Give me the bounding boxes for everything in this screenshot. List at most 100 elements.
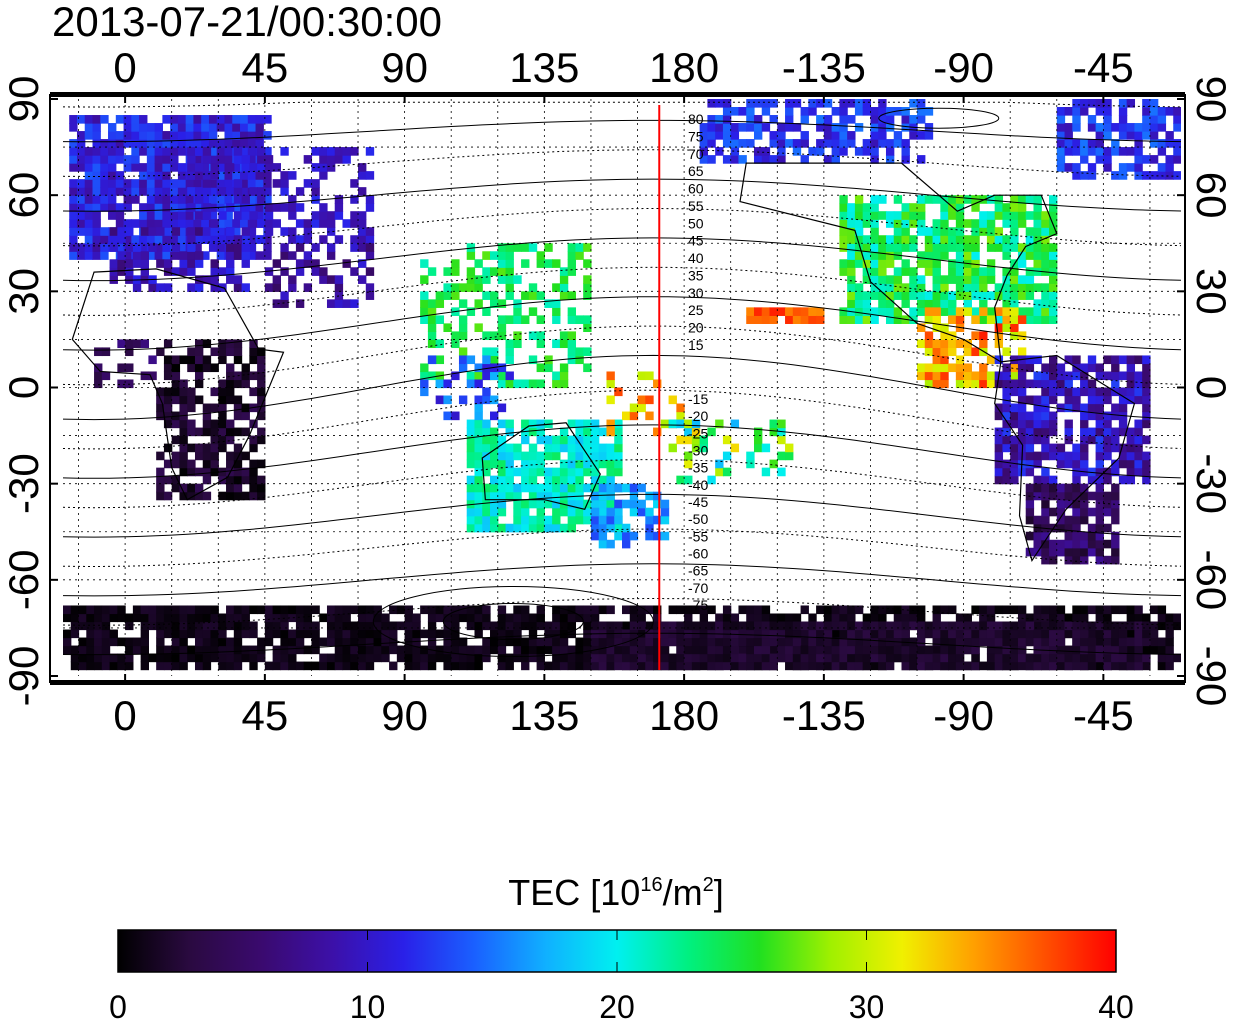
colorbar-ticks: 0 10 20 30 40 — [109, 930, 1134, 1021]
y-tick-label-left: -60 — [0, 549, 47, 610]
magnetic-contour — [63, 178, 1181, 212]
contour-label: -45 — [688, 494, 708, 510]
contour-label: 80 — [688, 111, 704, 127]
y-tick-label-right: -60 — [1188, 549, 1235, 610]
x-tick-label-top: -90 — [933, 44, 994, 91]
frame-bottom-bar — [50, 680, 1185, 685]
y-tick-label-left: 60 — [0, 172, 47, 219]
contour-label: 55 — [688, 198, 704, 214]
magnetic-contour-layer — [63, 101, 1181, 658]
magnetic-contour — [63, 354, 1181, 421]
coastline — [71, 268, 285, 501]
contour-label: 30 — [688, 285, 704, 301]
x-tick-label-bottom: 90 — [381, 692, 428, 739]
coastline — [739, 162, 1058, 363]
frame-top-bar — [50, 92, 1185, 97]
x-tick-label-bottom: -135 — [782, 692, 866, 739]
figure-title: 2013-07-21/00:30:00 — [52, 0, 442, 45]
magnetic-contour — [63, 119, 1181, 143]
y-tick-label-right: 30 — [1188, 268, 1235, 315]
x-tick-label-bottom: 45 — [242, 692, 289, 739]
axis-tick-labels: 0045459090135135180180-135-135-90-90-45-… — [0, 44, 1235, 739]
coastline-layer — [71, 162, 1136, 563]
magnetic-contour — [63, 296, 1181, 351]
contour-label: 25 — [688, 302, 704, 318]
colorbar-tick-label: 10 — [350, 989, 386, 1021]
contour-label: -65 — [688, 563, 708, 579]
magnetic-contour — [63, 424, 1181, 479]
contour-label: -60 — [688, 546, 708, 562]
x-tick-label-top: 90 — [381, 44, 428, 91]
magnetic-contour — [63, 266, 1181, 316]
contour-label: 35 — [688, 267, 704, 283]
y-tick-label-right: 60 — [1188, 172, 1235, 219]
magnetic-contour — [63, 459, 1181, 509]
contour-label: -50 — [688, 511, 708, 527]
y-tick-label-left: 90 — [0, 76, 47, 123]
contour-label: -55 — [688, 528, 708, 544]
contour-label: 65 — [688, 163, 704, 179]
x-tick-label-top: 180 — [649, 44, 719, 91]
magnetic-contour — [63, 389, 1181, 450]
colorbar-label: TEC [1016/m2] — [508, 872, 723, 913]
contour-label: -75 — [688, 597, 708, 613]
x-tick-label-top: -135 — [782, 44, 866, 91]
magnetic-contour — [63, 207, 1181, 247]
x-tick-label-bottom: -45 — [1073, 692, 1134, 739]
y-tick-label-right: -90 — [1188, 646, 1235, 707]
magnetic-contour — [63, 528, 1181, 568]
y-tick-label-right: 0 — [1188, 376, 1235, 399]
contour-label: -30 — [688, 443, 708, 459]
y-tick-label-left: -30 — [0, 453, 47, 514]
contour-label: -15 — [688, 391, 708, 407]
gridlines-layer — [63, 99, 1181, 676]
magnetic-pole-contour — [442, 603, 584, 641]
contour-label: 70 — [688, 146, 704, 162]
magnetic-contour — [63, 237, 1181, 282]
tec-data-layer — [63, 99, 1181, 671]
magnetic-contour — [63, 493, 1181, 538]
magnetic-pole-contour — [372, 586, 654, 658]
colorbar: TEC [1016/m2] 0 10 20 30 40 — [109, 872, 1134, 1021]
contour-label: -25 — [688, 425, 708, 441]
x-tick-label-bottom: 135 — [509, 692, 579, 739]
magnetic-contour — [63, 149, 1181, 178]
contour-label: 60 — [688, 181, 704, 197]
y-tick-label-left: 0 — [0, 376, 47, 399]
contour-label: -70 — [688, 580, 708, 596]
x-tick-label-top: 0 — [113, 44, 136, 91]
coastline — [481, 422, 601, 511]
magnetic-contour — [63, 632, 1181, 656]
magnetic-pole-contour — [878, 107, 1000, 129]
colorbar-tick-label: 40 — [1098, 989, 1134, 1021]
x-tick-label-bottom: 180 — [649, 692, 719, 739]
magnetic-contour — [63, 563, 1181, 597]
y-tick-label-right: -30 — [1188, 453, 1235, 514]
magnetic-contour — [63, 325, 1181, 386]
magnetic-contour — [63, 597, 1181, 626]
colorbar-tick-label: 30 — [849, 989, 885, 1021]
x-tick-label-bottom: -90 — [933, 692, 994, 739]
axes-ticks — [50, 92, 1185, 685]
x-tick-label-bottom: 0 — [113, 692, 136, 739]
contour-label: 45 — [688, 233, 704, 249]
y-tick-label-right: 90 — [1188, 76, 1235, 123]
contour-label: 75 — [688, 128, 704, 144]
y-tick-label-left: -90 — [0, 646, 47, 707]
contour-label: 40 — [688, 250, 704, 266]
contour-label: 20 — [688, 320, 704, 336]
colorbar-tick-label: 20 — [599, 989, 635, 1021]
coastline — [994, 354, 1136, 563]
contour-label: 15 — [688, 337, 704, 353]
contour-label: -20 — [688, 408, 708, 424]
x-tick-label-top: 45 — [242, 44, 289, 91]
x-tick-label-top: -45 — [1073, 44, 1134, 91]
magnetic-contour — [63, 101, 1181, 108]
contour-label: -35 — [688, 460, 708, 476]
x-tick-label-top: 135 — [509, 44, 579, 91]
contour-label: -40 — [688, 477, 708, 493]
colorbar-tick-label: 0 — [109, 989, 127, 1021]
